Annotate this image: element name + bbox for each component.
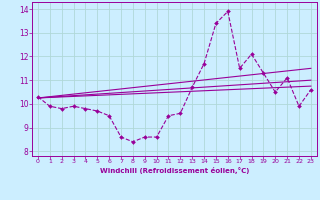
X-axis label: Windchill (Refroidissement éolien,°C): Windchill (Refroidissement éolien,°C): [100, 167, 249, 174]
